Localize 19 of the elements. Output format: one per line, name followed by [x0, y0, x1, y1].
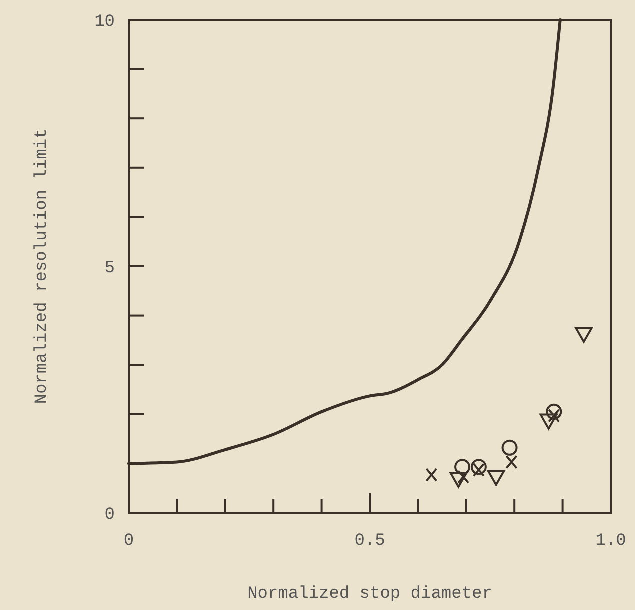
point	[472, 463, 485, 478]
y-axis-title: Normalized resolution limit	[33, 128, 52, 404]
point	[575, 327, 594, 344]
point	[502, 440, 518, 456]
point	[426, 468, 438, 482]
point	[540, 414, 558, 430]
point	[546, 404, 562, 420]
x-tick-label: 1.0	[596, 532, 626, 551]
x-tick-label: 0	[124, 532, 134, 551]
y-tick-label: 5	[104, 259, 115, 278]
point	[454, 459, 471, 476]
point	[450, 472, 468, 488]
point	[487, 470, 506, 486]
y-tick-label: 10	[94, 12, 115, 32]
point	[470, 459, 487, 476]
point	[506, 455, 518, 470]
x-axis-title: Normalized stop diameter	[248, 585, 492, 604]
x-tick-label: 0.5	[354, 532, 386, 551]
y-tick-label: 0	[104, 506, 115, 525]
